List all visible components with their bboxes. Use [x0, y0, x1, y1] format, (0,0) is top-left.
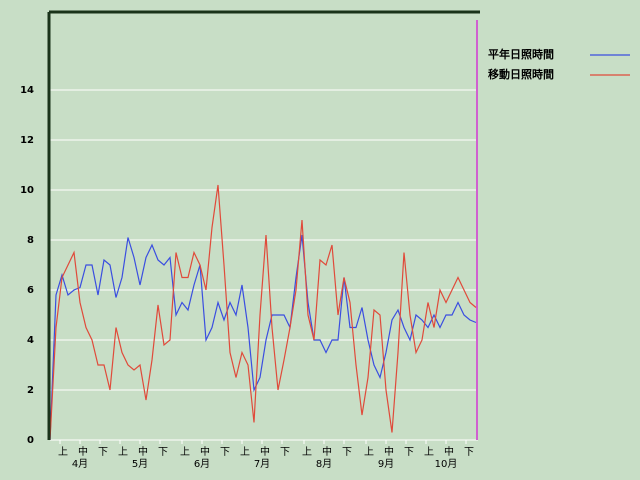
x-tick-label: 下	[220, 447, 230, 458]
y-tick-label: 12	[20, 135, 34, 146]
x-tick-label: 上	[240, 446, 250, 458]
x-tick-label: 上	[364, 446, 374, 458]
month-label: 5月	[132, 458, 148, 470]
y-tick-label: 6	[27, 285, 34, 296]
y-tick-label: 10	[20, 185, 34, 196]
month-label: 8月	[316, 458, 332, 470]
x-tick-label: 中	[200, 445, 210, 458]
x-tick-label: 中	[260, 445, 270, 458]
legend-label: 移動日照時間	[488, 67, 554, 81]
x-tick-label: 中	[384, 445, 394, 458]
x-tick-label: 下	[158, 447, 168, 458]
y-tick-label: 0	[27, 435, 34, 446]
x-tick-label: 下	[404, 447, 414, 458]
x-tick-label: 中	[78, 445, 88, 458]
legend-label: 平年日照時間	[488, 47, 554, 61]
y-tick-label: 8	[27, 235, 34, 246]
x-tick-label: 下	[98, 447, 108, 458]
x-tick-label: 下	[280, 447, 290, 458]
y-tick-label: 2	[27, 385, 34, 396]
month-label: 7月	[254, 458, 270, 470]
x-tick-label: 下	[464, 447, 474, 458]
x-tick-label: 上	[302, 446, 312, 458]
x-tick-label: 上	[58, 446, 68, 458]
month-label: 6月	[194, 458, 210, 470]
series-line	[49, 234, 477, 441]
x-tick-label: 中	[322, 445, 332, 458]
x-tick-label: 上	[424, 446, 434, 458]
x-tick-label: 下	[342, 447, 352, 458]
y-tick-label: 14	[20, 85, 34, 96]
x-tick-label: 上	[118, 446, 128, 458]
series-line	[49, 184, 477, 441]
month-label: 4月	[72, 458, 88, 470]
x-tick-label: 中	[444, 445, 454, 458]
y-tick-label: 4	[27, 335, 34, 346]
x-tick-label: 中	[138, 445, 148, 458]
x-tick-label: 上	[180, 446, 190, 458]
month-label: 10月	[435, 458, 458, 470]
month-label: 9月	[378, 458, 394, 470]
